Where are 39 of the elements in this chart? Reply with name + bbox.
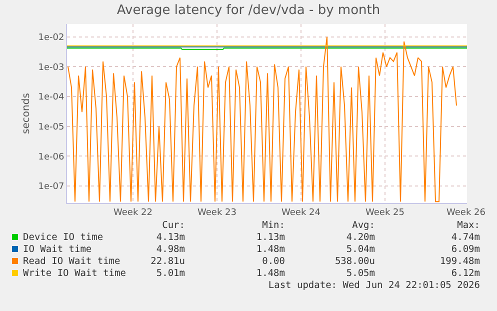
text: Max: <box>457 220 480 232</box>
chart-title: Average latency for /dev/vda - by month <box>116 2 380 18</box>
legend-label: Write IO Wait time <box>23 268 126 279</box>
y-tick-label: 1e-07 <box>38 182 64 192</box>
text: 4.98m <box>156 244 185 256</box>
x-tick-label: Week 24 <box>282 208 321 218</box>
y-tick-label: 1e-05 <box>38 122 64 133</box>
text: 22.81u <box>150 256 185 268</box>
y-tick-label: 1e-02 <box>38 33 64 44</box>
text: Min: <box>262 220 285 232</box>
text: Cur: <box>162 220 185 232</box>
legend-label: Device IO time <box>23 232 104 243</box>
text: 199.48m <box>440 256 480 268</box>
text: 538.00u <box>334 256 375 268</box>
text: 1.13m <box>256 232 285 244</box>
text: 1.48m <box>256 244 285 256</box>
legend-label: Read IO Wait time <box>23 256 120 267</box>
y-tick-label: 1e-06 <box>38 152 64 162</box>
legend-label: IO Wait time <box>23 244 92 255</box>
text: 5.05m <box>346 268 375 280</box>
text: 5.01m <box>156 268 185 280</box>
text: 6.09m <box>451 244 480 256</box>
text: 6.12m <box>451 268 480 280</box>
text: 4.20m <box>346 232 375 244</box>
x-tick-label: Week 26 <box>446 208 486 218</box>
text: 0.00 <box>262 256 285 268</box>
y-tick-label: 1e-03 <box>38 62 64 73</box>
text: 1.48m <box>256 268 285 280</box>
y-axis-title: seconds <box>21 93 32 134</box>
text: 5.04m <box>346 244 375 256</box>
text: Avg: <box>352 220 375 232</box>
text: Last update: Wed Jun 24 22:01:05 2026 <box>268 280 480 292</box>
text: 4.74m <box>451 232 480 244</box>
x-tick-label: Week 22 <box>114 208 152 218</box>
y-tick-label: 1e-04 <box>38 92 64 103</box>
x-tick-label: Week 23 <box>198 208 236 218</box>
x-tick-label: Week 25 <box>366 208 404 218</box>
text: 4.13m <box>156 232 185 244</box>
line-series <box>68 36 457 202</box>
